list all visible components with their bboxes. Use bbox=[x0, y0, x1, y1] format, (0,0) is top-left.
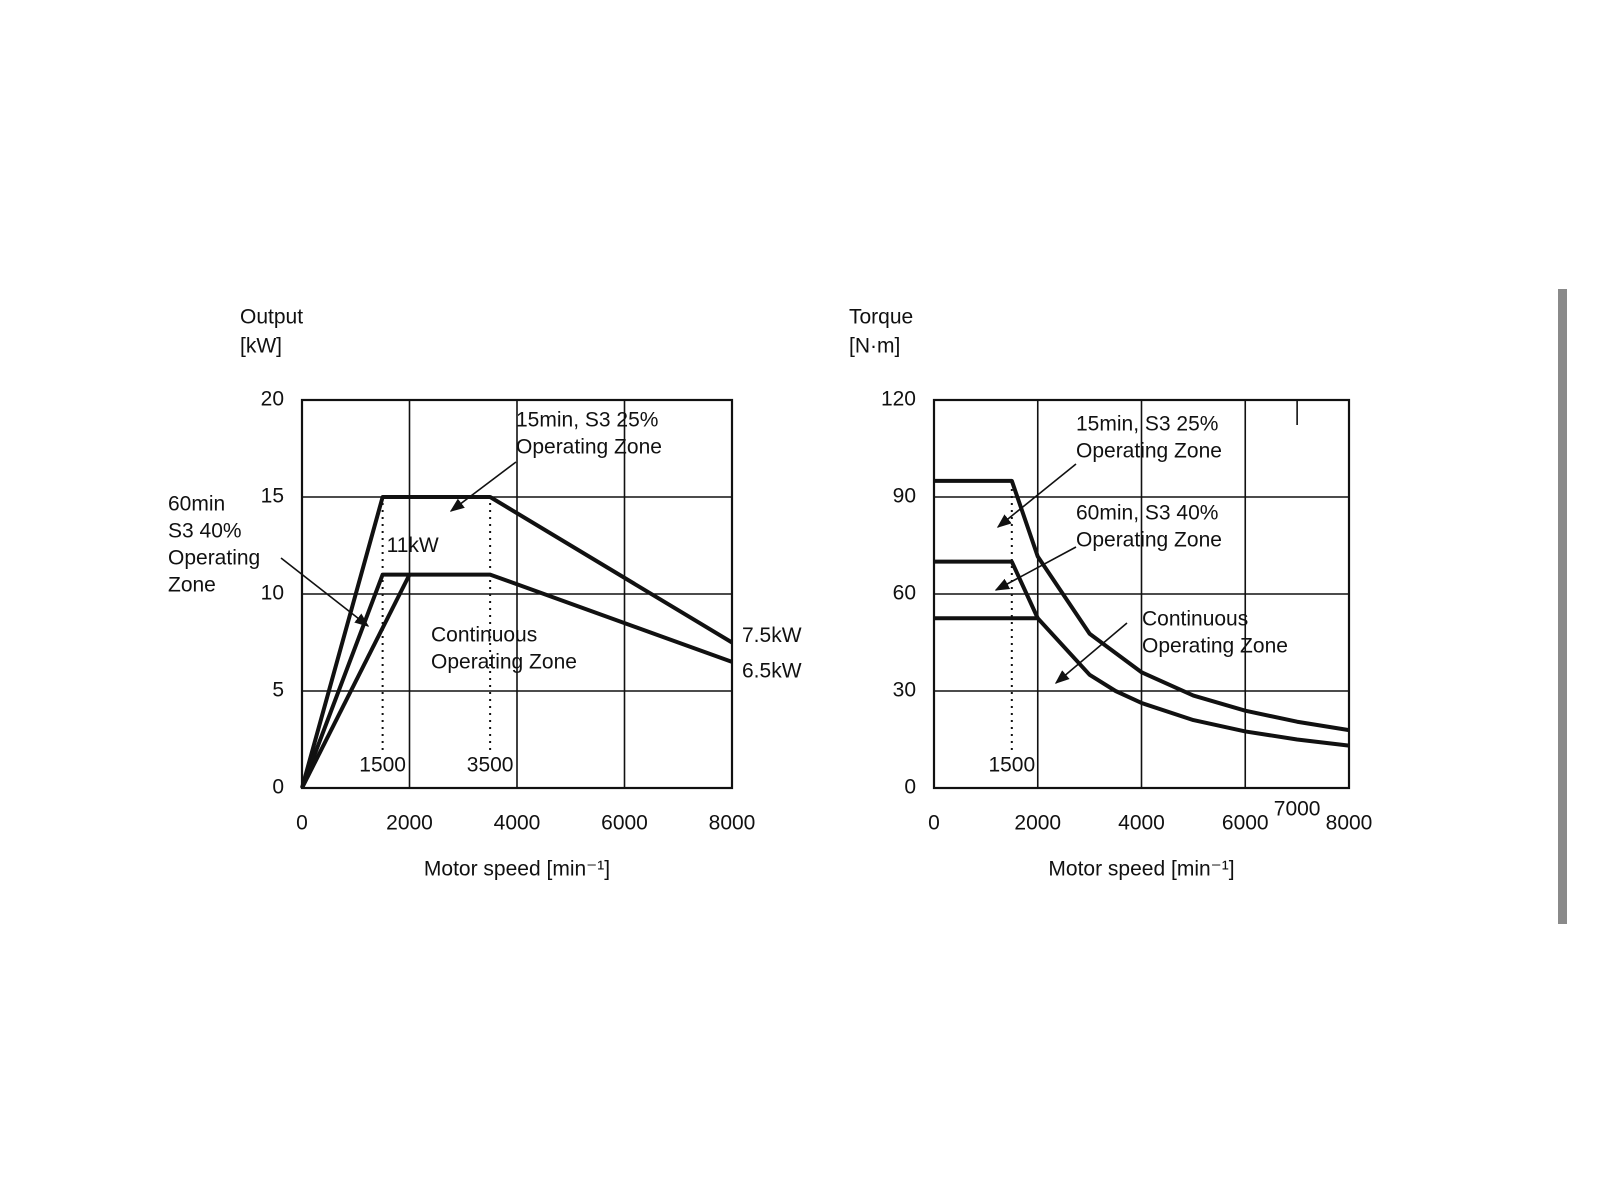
x-tick-label: 0 bbox=[296, 812, 308, 835]
annotation: Operating Zone bbox=[516, 436, 662, 459]
x-tick-label: 7000 bbox=[1274, 798, 1321, 821]
y-axis-label: Output bbox=[240, 306, 303, 329]
x-tick-label: 4000 bbox=[494, 812, 541, 835]
value-label: 7.5kW bbox=[742, 624, 802, 647]
annotation-arrow bbox=[1054, 622, 1128, 684]
y-axis-label: [N·m] bbox=[849, 335, 900, 358]
reference-label: 1500 bbox=[988, 754, 1035, 777]
reference-label: 1500 bbox=[359, 754, 406, 777]
series-line bbox=[934, 559, 1350, 748]
series-line bbox=[300, 495, 734, 789]
annotation-arrow bbox=[996, 463, 1077, 528]
annotation: Operating Zone bbox=[1076, 440, 1222, 463]
y-tick-label: 5 bbox=[272, 679, 284, 702]
x-tick-label: 8000 bbox=[709, 812, 756, 835]
annotation-arrow bbox=[280, 557, 370, 627]
annotation: Operating Zone bbox=[1076, 529, 1222, 552]
annotation-arrow bbox=[994, 546, 1077, 591]
value-label: 6.5kW bbox=[742, 659, 802, 682]
value-label: 11kW bbox=[387, 534, 439, 557]
y-axis-label: Torque bbox=[849, 306, 913, 329]
y-tick-label: 0 bbox=[272, 776, 284, 799]
y-tick-label: 90 bbox=[893, 485, 916, 508]
series-line bbox=[300, 573, 412, 789]
plot-frame bbox=[300, 398, 734, 790]
y-axis-label: [kW] bbox=[240, 335, 282, 358]
annotation: Operating Zone bbox=[1142, 635, 1288, 658]
y-tick-label: 60 bbox=[893, 582, 916, 605]
y-tick-label: 20 bbox=[261, 388, 284, 411]
y-tick-label: 120 bbox=[881, 388, 916, 411]
x-tick-label: 2000 bbox=[386, 812, 433, 835]
annotation: Continuous bbox=[1142, 608, 1248, 631]
y-tick-label: 30 bbox=[893, 679, 916, 702]
annotation: Zone bbox=[168, 574, 216, 597]
annotation: 15min, S3 25% bbox=[516, 409, 658, 432]
plot-frame bbox=[932, 398, 1351, 790]
annotation: 60min, S3 40% bbox=[1076, 502, 1218, 525]
annotation: 60min bbox=[168, 493, 225, 516]
chart: Torque [N·m] Motor speed [min⁻¹] 0 30 60 90 120… bbox=[849, 306, 1372, 881]
annotation: 15min, S3 25% bbox=[1076, 413, 1218, 436]
annotation-arrow bbox=[449, 461, 517, 512]
x-tick-label: 2000 bbox=[1014, 812, 1061, 835]
annotation: Operating bbox=[168, 547, 260, 570]
reference-label: 3500 bbox=[467, 754, 514, 777]
x-axis-label: Motor speed [min⁻¹] bbox=[424, 858, 610, 881]
series-line bbox=[300, 572, 733, 789]
scroll-bar bbox=[1558, 289, 1567, 924]
annotation: Continuous bbox=[431, 624, 537, 647]
x-tick-label: 0 bbox=[928, 812, 940, 835]
annotation: S3 40% bbox=[168, 520, 242, 543]
y-tick-label: 0 bbox=[904, 776, 916, 799]
series-line bbox=[934, 478, 1350, 733]
y-tick-label: 15 bbox=[261, 485, 284, 508]
x-axis-label: Motor speed [min⁻¹] bbox=[1048, 858, 1234, 881]
chart: Output [kW] Motor speed [min⁻¹] 0 5 10 15 20 0 20… bbox=[168, 306, 802, 881]
x-tick-label: 6000 bbox=[601, 812, 648, 835]
y-tick-label: 10 bbox=[261, 582, 284, 605]
x-tick-label: 6000 bbox=[1222, 812, 1269, 835]
x-tick-label: 4000 bbox=[1118, 812, 1165, 835]
x-tick-label: 8000 bbox=[1326, 812, 1373, 835]
annotation: Operating Zone bbox=[431, 651, 577, 674]
